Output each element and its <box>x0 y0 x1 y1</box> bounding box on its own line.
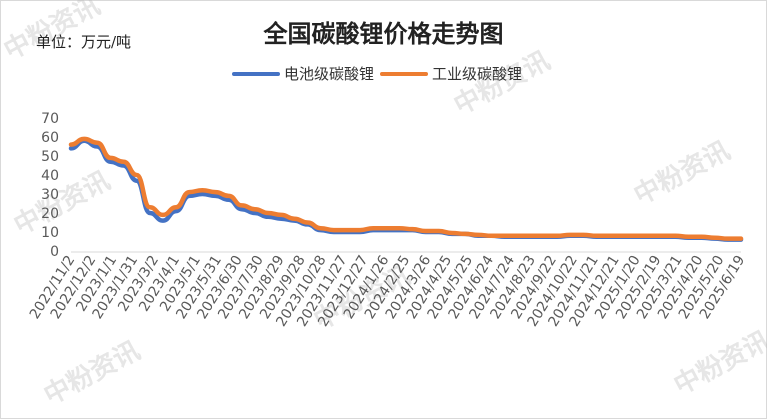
y-tick-label-4: 40 <box>41 168 59 184</box>
watermark-text-3: 中粉资讯 <box>9 166 115 241</box>
watermark-text-6: 中粉资讯 <box>669 326 767 401</box>
legend-label-industrial: 工业级碳酸锂 <box>432 65 523 83</box>
chart-title: 全国碳酸锂价格走势图 <box>263 19 504 48</box>
y-axis: 0 10 20 30 40 50 60 70 <box>41 111 59 260</box>
y-tick-label-3: 30 <box>41 187 59 203</box>
y-tick-label-0: 0 <box>50 244 59 260</box>
legend: 电池级碳酸锂 工业级碳酸锂 <box>232 63 528 84</box>
legend-item-industrial: 工业级碳酸锂 <box>380 63 522 84</box>
watermark-text-2: 中粉资讯 <box>629 136 735 211</box>
watermark-text-5: 中粉资讯 <box>39 336 145 411</box>
series-line-1 <box>68 136 744 241</box>
legend-label-battery: 电池级碳酸锂 <box>284 65 375 83</box>
legend-item-battery: 电池级碳酸锂 <box>232 63 374 84</box>
y-tick-label-1: 10 <box>41 225 59 241</box>
y-tick-label-6: 60 <box>41 130 59 146</box>
y-tick-label-5: 50 <box>41 149 59 165</box>
y-tick-label-7: 70 <box>41 111 59 127</box>
x-axis: 2022/11/22022/12/22023/1/12023/1/312023/… <box>27 251 748 330</box>
legend-swatch-battery <box>232 71 280 76</box>
series-lines <box>68 136 744 242</box>
unit-label: 单位：万元/吨 <box>36 33 132 51</box>
y-tick-label-2: 20 <box>41 206 59 222</box>
legend-swatch-industrial <box>380 71 429 76</box>
